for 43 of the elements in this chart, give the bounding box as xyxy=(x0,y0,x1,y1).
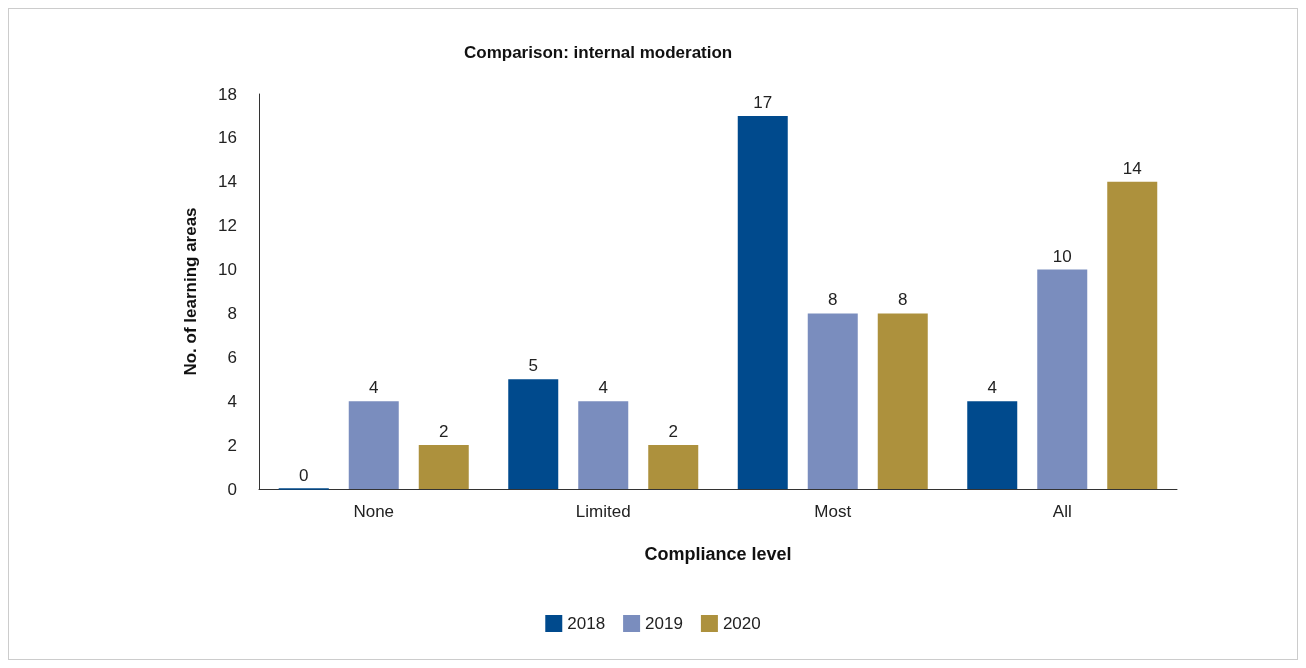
data-label: 4 xyxy=(369,378,379,398)
bar xyxy=(578,401,629,489)
bar xyxy=(737,115,788,489)
legend-label: 2019 xyxy=(645,614,683,633)
bar xyxy=(348,401,399,489)
legend-label: 2020 xyxy=(722,614,761,633)
x-tick-label: None xyxy=(353,502,395,521)
y-tick-label: 14 xyxy=(218,172,237,192)
y-tick-label: 10 xyxy=(218,260,237,280)
y-axis-title: No. of learning areas xyxy=(181,207,200,376)
bar xyxy=(1037,269,1088,489)
y-tick-label: 4 xyxy=(227,391,237,411)
x-tick-label: All xyxy=(1052,502,1072,521)
data-label: 8 xyxy=(828,290,838,310)
data-label: 5 xyxy=(528,356,538,376)
y-tick-label: 0 xyxy=(227,479,237,499)
legend-label: 2018 xyxy=(567,614,606,633)
data-label: 17 xyxy=(753,92,773,112)
bar xyxy=(508,379,559,489)
bar xyxy=(418,445,469,489)
data-label: 4 xyxy=(987,378,997,398)
y-tick-label: 12 xyxy=(218,216,237,236)
bar xyxy=(877,313,928,489)
data-label: 2 xyxy=(668,422,678,442)
x-tick-label: Limited xyxy=(575,502,631,521)
chart-title: Comparison: internal moderation xyxy=(464,43,733,62)
bar xyxy=(648,445,699,489)
data-label: 10 xyxy=(1052,246,1072,266)
data-label: 14 xyxy=(1122,158,1142,178)
data-label: 8 xyxy=(898,290,908,310)
x-tick-label: Most xyxy=(814,502,852,521)
y-tick-label: 6 xyxy=(227,347,237,367)
data-label: 0 xyxy=(299,465,309,485)
y-tick-label: 18 xyxy=(218,84,237,104)
data-label: 2 xyxy=(439,422,449,442)
y-tick-label: 16 xyxy=(218,128,237,148)
bar xyxy=(967,401,1018,489)
y-tick-label: 8 xyxy=(227,303,237,323)
bar xyxy=(807,313,858,489)
data-label: 4 xyxy=(598,378,608,398)
x-axis-title: Compliance level xyxy=(644,544,792,564)
bar xyxy=(1107,181,1158,489)
y-tick-label: 2 xyxy=(227,435,237,455)
